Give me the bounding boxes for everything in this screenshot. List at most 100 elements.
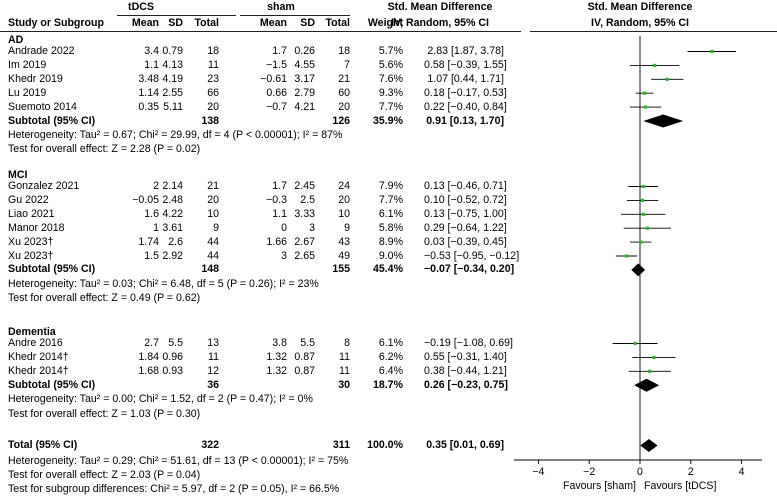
study-row-ci: −0.19 [−1.08, 0.69] bbox=[424, 337, 513, 349]
study-name: Xu 2023† bbox=[8, 249, 54, 262]
study-row-sd2: 2.45 bbox=[294, 180, 315, 192]
study-row-ci: 0.18 [−0.17, 0.53] bbox=[424, 86, 507, 99]
study-row-weight: 7.6% bbox=[378, 72, 403, 85]
smd-header-right: Std. Mean Difference bbox=[587, 1, 693, 13]
study-row-n1: 44 bbox=[207, 249, 219, 262]
study-name: Im 2019 bbox=[8, 58, 47, 71]
summary-diamond bbox=[631, 263, 646, 277]
study-row-weight: 6.1% bbox=[378, 207, 403, 220]
study-row-sd1: 0.93 bbox=[162, 364, 183, 377]
study-row-m2: 1.66 bbox=[266, 235, 287, 248]
point-estimate-marker bbox=[642, 91, 647, 95]
study-row-n1: 20 bbox=[207, 193, 219, 206]
heterogeneity-text: Heterogeneity: Tau² = 0.67; Chi² = 29.99… bbox=[8, 128, 343, 141]
study-row-m2: 1.32 bbox=[266, 364, 287, 377]
study-row-m2: 1.32 bbox=[266, 350, 287, 363]
study-row-n1: 18 bbox=[207, 45, 219, 57]
study-row-ci: 0.38 [−0.44, 1.21] bbox=[424, 364, 507, 377]
study-name: Andrade 2022 bbox=[8, 45, 75, 57]
study-row-m2: −1.5 bbox=[266, 58, 287, 71]
smd-header-left: Std. Mean Difference bbox=[387, 1, 493, 13]
study-row-m2: 1.7 bbox=[272, 180, 287, 192]
group-name-ad: AD bbox=[8, 34, 24, 46]
study-row-n2: 11 bbox=[339, 350, 350, 363]
group-name-mci: MCI bbox=[8, 169, 28, 181]
study-row-ci: −0.53 [−0.95, −0.12] bbox=[424, 249, 520, 262]
study-row-ci: 0.29 [−0.64, 1.22] bbox=[424, 221, 507, 234]
study-row-sd1: 2.92 bbox=[162, 249, 183, 262]
study-row-m1: 2 bbox=[153, 180, 159, 192]
subtotal-row-n1: 36 bbox=[207, 378, 219, 391]
study-name: Xu 2023† bbox=[8, 235, 54, 248]
study-row-sd1: 2.6 bbox=[168, 235, 183, 248]
rule-line bbox=[0, 31, 521, 32]
study-row-sd1: 4.19 bbox=[162, 72, 183, 85]
study-row-ci: 2.83 [1.87, 3.78] bbox=[427, 45, 504, 57]
study-row-n1: 66 bbox=[207, 86, 219, 99]
point-estimate-marker bbox=[624, 254, 629, 258]
overall-effect-text: Test for overall effect: Z = 2.28 (P = 0… bbox=[8, 143, 201, 156]
study-row-ci: 0.13 [−0.46, 0.71] bbox=[424, 180, 507, 192]
column-header-5: SD bbox=[300, 17, 315, 29]
x-axis-tick-label: 4 bbox=[739, 466, 745, 478]
heterogeneity-text: Heterogeneity: Tau² = 0.00; Chi² = 1.52,… bbox=[8, 393, 313, 406]
study-row-m1: 1.6 bbox=[144, 207, 159, 220]
study-row-weight: 7.9% bbox=[378, 180, 403, 192]
study-name: Khedr 2019 bbox=[8, 72, 63, 85]
smd-subheader-left: IV, Random, 95% CI bbox=[391, 17, 489, 29]
x-axis-tick-label: −4 bbox=[532, 466, 544, 478]
point-estimate-marker bbox=[652, 355, 656, 359]
favours-right-label: Favours [tDCS] bbox=[644, 480, 716, 492]
study-row-ci: 1.07 [0.44, 1.71] bbox=[427, 72, 504, 85]
study-row-n2: 11 bbox=[339, 364, 350, 377]
study-row-m1: 1.14 bbox=[138, 86, 159, 99]
study-row-sd2: 0.87 bbox=[294, 350, 315, 363]
study-name: Khedr 2014† bbox=[8, 350, 69, 363]
study-name: Andre 2016 bbox=[8, 337, 63, 349]
study-row-weight: 7.7% bbox=[378, 100, 403, 113]
point-estimate-marker bbox=[641, 212, 645, 216]
study-row-weight: 8.9% bbox=[378, 235, 403, 248]
study-row-sd1: 3.61 bbox=[162, 221, 183, 234]
study-row-n1: 13 bbox=[207, 337, 219, 349]
subtotal-row-weight: 18.7% bbox=[372, 378, 403, 391]
study-row-m2: 0.66 bbox=[266, 86, 287, 99]
study-row-n1: 10 bbox=[207, 207, 219, 220]
study-row-ci: 0.03 [−0.39, 0.45] bbox=[424, 235, 507, 248]
subtotal-row-weight: 35.9% bbox=[372, 114, 403, 127]
study-row-sd1: 2.55 bbox=[162, 86, 183, 99]
study-row-n1: 44 bbox=[207, 235, 219, 248]
subtotal-label: Subtotal (95% CI) bbox=[8, 378, 96, 391]
study-row-sd2: 3.33 bbox=[294, 207, 315, 220]
study-row-sd2: 0.26 bbox=[294, 45, 315, 57]
column-header-7: Weight bbox=[367, 17, 403, 29]
study-row-n2: 8 bbox=[344, 337, 350, 349]
study-name: Lu 2019 bbox=[8, 86, 47, 99]
study-row-n2: 10 bbox=[338, 207, 350, 220]
overall-effect-text: Test for overall effect: Z = 0.49 (P = 0… bbox=[8, 292, 201, 305]
study-row-sd2: 2.79 bbox=[294, 86, 315, 99]
study-row-sd1: 0.96 bbox=[162, 350, 183, 363]
study-row-m2: 1.7 bbox=[272, 45, 287, 57]
study-name: Khedr 2014† bbox=[8, 364, 69, 377]
study-row-weight: 6.4% bbox=[378, 364, 403, 377]
subtotal-row-n2: 126 bbox=[332, 114, 350, 127]
subtotal-row-ci: −0.07 [−0.34, 0.20] bbox=[424, 263, 515, 276]
study-row-m1: 2.7 bbox=[144, 337, 159, 349]
study-row-m1: 1.68 bbox=[138, 364, 159, 377]
study-row-m2: 0 bbox=[281, 221, 287, 234]
column-header-3: Total bbox=[194, 17, 219, 29]
study-row-m2: 1.1 bbox=[272, 207, 287, 220]
point-estimate-marker bbox=[648, 369, 652, 373]
study-row-m2: 3 bbox=[281, 249, 287, 262]
point-estimate-marker bbox=[645, 226, 649, 230]
study-row-n2: 49 bbox=[338, 249, 350, 262]
study-row-m1: 3.4 bbox=[144, 45, 159, 57]
study-row-weight: 9.3% bbox=[378, 86, 403, 99]
study-row-n2: 21 bbox=[338, 72, 350, 85]
subtotal-row-n2: 30 bbox=[338, 378, 350, 391]
point-estimate-marker bbox=[643, 105, 648, 109]
study-row-sd2: 2.67 bbox=[294, 235, 315, 248]
subtotal-label: Subtotal (95% CI) bbox=[8, 263, 96, 276]
